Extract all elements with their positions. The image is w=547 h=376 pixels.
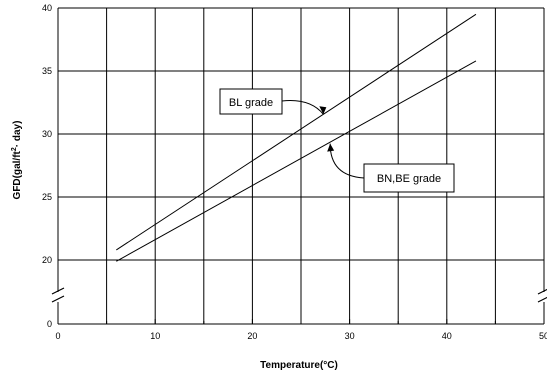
axis-break-left-upper — [51, 287, 65, 295]
y-tick-label: 0 — [47, 319, 52, 329]
annotation-arrow-bl — [281, 100, 324, 115]
grid-lines — [58, 8, 544, 324]
series-line-bn-be-grade — [116, 60, 477, 262]
y-tick-label: 35 — [42, 66, 52, 76]
y-tick-label: 30 — [42, 129, 52, 139]
axis-break-right-lower — [537, 296, 547, 303]
x-axis-label: Temperature(°C) — [260, 360, 338, 371]
y-tick-label: 25 — [42, 192, 52, 202]
series-lines — [116, 13, 477, 262]
x-tick-label: 10 — [150, 331, 160, 341]
x-tick-label: 50 — [539, 331, 547, 341]
annotations: BL grade BN,BE grade — [219, 88, 455, 193]
x-tick-label: 20 — [247, 331, 257, 341]
annotation-box-bnbe — [363, 163, 455, 193]
annotation-label-bnbe: BN,BE grade — [377, 173, 441, 185]
annotation-arrow-bnbe — [329, 143, 365, 179]
annotation-box-bl — [219, 88, 283, 115]
tick-labels: 0 10 20 30 40 50 0 20 25 30 35 40 — [42, 3, 547, 341]
y-axis-label: GFD(gal/ft2· day) — [11, 121, 23, 200]
x-tick-label: 40 — [442, 331, 452, 341]
x-tick-label: 30 — [345, 331, 355, 341]
y-tick-label: 20 — [42, 255, 52, 265]
x-tick-label: 0 — [55, 331, 60, 341]
axis-break-right-upper — [537, 288, 547, 295]
series-line-bl-grade — [116, 13, 477, 251]
axis-breaks — [51, 287, 547, 303]
axis-break-left-lower — [51, 295, 65, 303]
y-tick-label: 40 — [42, 3, 52, 13]
arrowhead-bnbe-icon — [327, 143, 335, 152]
plot-frame — [57, 7, 545, 325]
arrowhead-bl-icon — [319, 106, 327, 115]
annotation-label-bl: BL grade — [229, 97, 273, 109]
